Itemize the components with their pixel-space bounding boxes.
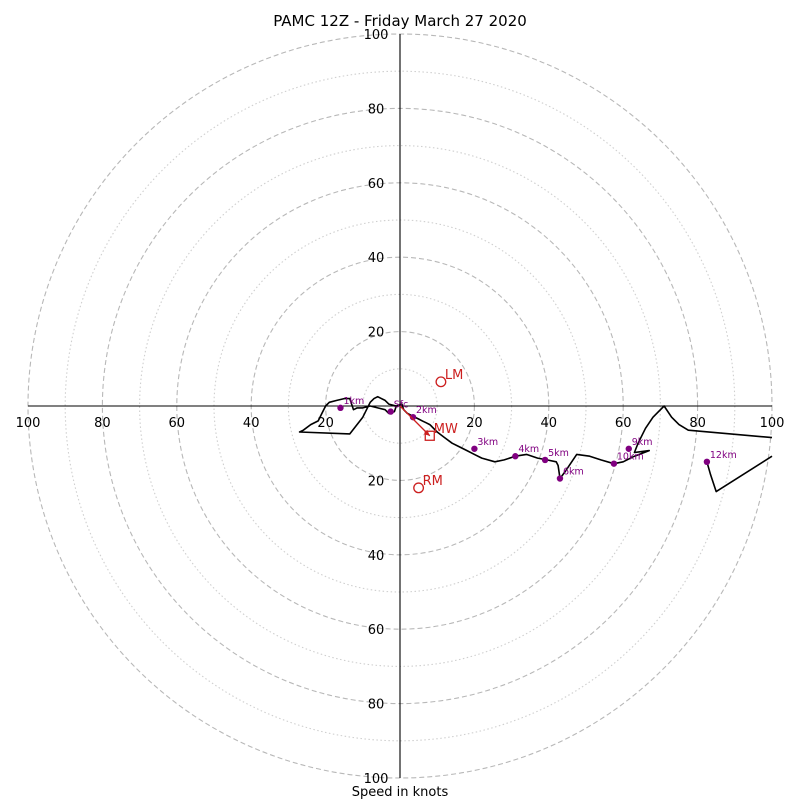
height-marker-label: 3km [477, 437, 498, 448]
storm-motion-circle [413, 482, 425, 494]
tick-label-right: 80 [689, 416, 706, 431]
storm-motion-circle [435, 376, 447, 388]
storm-motion-label: MW [434, 422, 458, 437]
chart-title: PAMC 12Z - Friday March 27 2020 [273, 12, 527, 30]
storm-motion-label: LM [445, 368, 463, 383]
height-marker-point [471, 445, 478, 452]
tick-label-top: 20 [368, 326, 385, 341]
storm-motion-markers: LM MW RM [399, 368, 463, 494]
tick-label-left: 20 [317, 416, 334, 431]
tick-label-right: 60 [615, 416, 632, 431]
height-marker-point [337, 404, 344, 412]
height-marker-point [556, 475, 564, 482]
height-marker-label: 2km [416, 405, 437, 416]
height-marker-point [703, 458, 711, 465]
height-marker-label: 9km [632, 437, 653, 448]
tick-label-bottom: 20 [368, 474, 385, 489]
storm-motion-label: RM [423, 474, 443, 489]
height-marker-label: 4km [518, 444, 539, 455]
height-markers: Sfc 1km 2km 3km 4km 5km 6km 9km 10km 12km [337, 396, 737, 482]
height-marker-label: Sfc [394, 400, 409, 411]
hodograph-line-tail [706, 455, 773, 493]
tick-label-left: 60 [169, 416, 186, 431]
height-marker-label: 12km [710, 450, 737, 461]
x-axis-label: Speed in knots [352, 785, 449, 800]
hodograph-trace [298, 395, 773, 493]
height-marker-label: 1km [343, 396, 364, 407]
tick-label-bottom: 80 [368, 698, 385, 713]
height-marker-point [512, 453, 519, 460]
tick-label-left: 100 [16, 416, 41, 431]
storm-motion-square [424, 430, 435, 441]
hodograph-line [298, 395, 773, 480]
height-marker-point [610, 460, 618, 467]
tick-label-right: 100 [760, 416, 785, 431]
tick-labels: 100 80 60 40 20 20 40 60 80 100 20 40 60 80 100 20 40 60 8… [16, 28, 785, 787]
tick-label-top: 100 [364, 28, 389, 43]
tick-label-bottom: 40 [368, 549, 385, 564]
height-marker-point [387, 408, 394, 415]
tick-label-right: 40 [541, 416, 558, 431]
tick-label-left: 40 [243, 416, 260, 431]
height-marker-point [541, 456, 549, 464]
tick-label-left: 80 [94, 416, 111, 431]
tick-label-top: 40 [368, 251, 385, 266]
height-marker-label: 5km [548, 448, 569, 459]
height-marker-point [409, 413, 417, 421]
height-marker-point [625, 445, 632, 452]
tick-label-bottom: 60 [368, 623, 385, 638]
tick-label-top: 60 [368, 177, 385, 192]
tick-label-right: 20 [466, 416, 483, 431]
tick-label-bottom: 100 [364, 772, 389, 787]
tick-label-top: 80 [368, 102, 385, 117]
height-marker-label: 10km [617, 452, 644, 463]
height-marker-label: 6km [563, 467, 584, 478]
